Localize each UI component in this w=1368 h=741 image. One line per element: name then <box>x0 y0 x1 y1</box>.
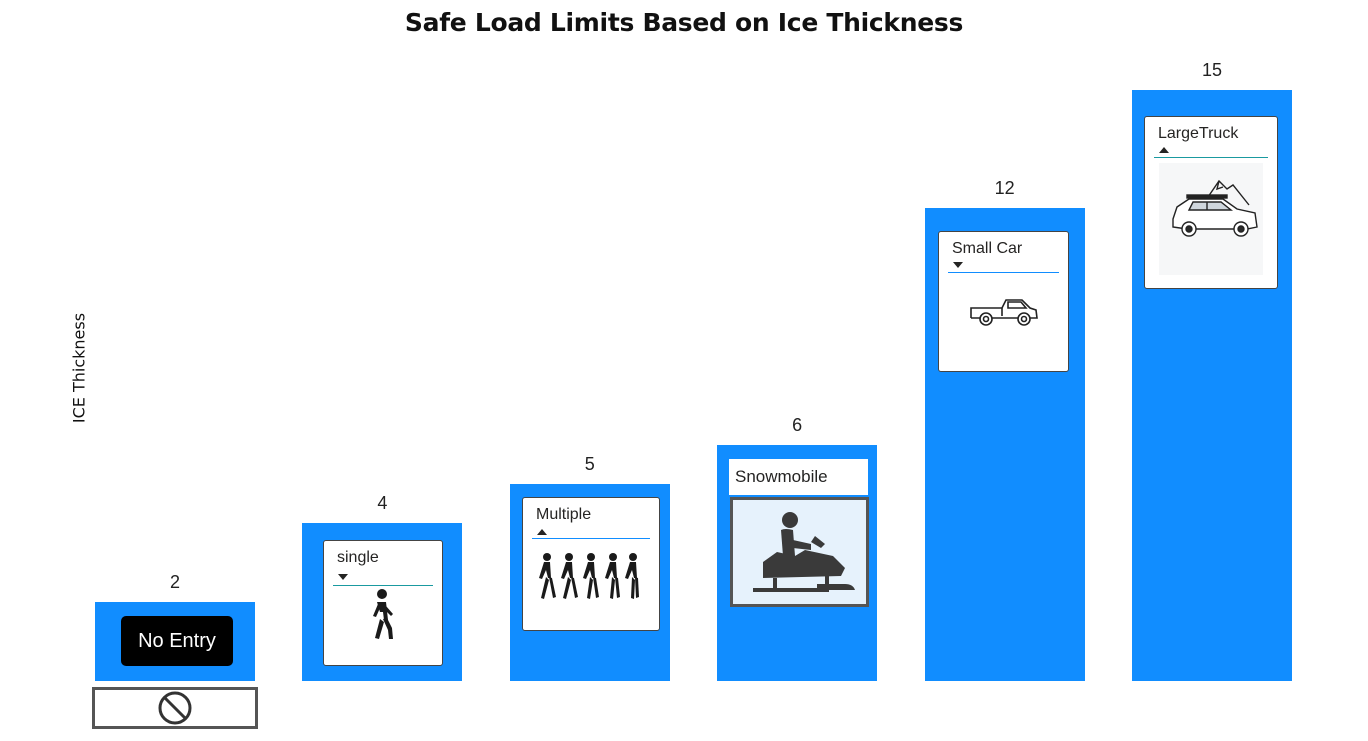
card-multiple-label: Multiple <box>536 506 592 523</box>
card-multiple[interactable]: Multiple <box>522 497 660 631</box>
data-label: 15 <box>1201 60 1223 80</box>
chevron-up-icon[interactable] <box>1159 147 1169 153</box>
snowmobile-image <box>730 497 869 607</box>
data-label: 6 <box>792 414 803 435</box>
group-walking-icon <box>539 553 639 599</box>
chevron-up-icon[interactable] <box>537 529 547 535</box>
card-single-label: single <box>337 549 379 566</box>
walking-person-icon <box>373 589 393 639</box>
snowmobile-icon <box>753 512 855 592</box>
card-divider <box>333 585 433 586</box>
card-divider <box>948 272 1059 273</box>
no-entry-button[interactable]: No Entry <box>121 616 233 666</box>
no-entry-icon <box>158 691 192 725</box>
pickup-truck-icon <box>970 299 1038 326</box>
chevron-down-icon[interactable] <box>953 262 963 268</box>
data-label: 5 <box>584 454 595 474</box>
chevron-down-icon[interactable] <box>338 574 348 580</box>
no-entry-icon-box <box>92 687 258 729</box>
data-label: 12 <box>994 178 1015 199</box>
card-large-truck[interactable]: LargeTruck <box>1144 116 1278 289</box>
card-divider <box>532 538 650 539</box>
card-single[interactable]: single <box>323 540 443 666</box>
data-label: 2 <box>169 572 180 593</box>
card-divider <box>1154 157 1268 158</box>
card-large-truck-label: LargeTruck <box>1158 125 1239 142</box>
suv-icon <box>1172 179 1258 237</box>
snowmobile-label[interactable]: Snowmobile <box>729 459 868 495</box>
chart-title: Safe Load Limits Based on Ice Thickness <box>404 8 964 37</box>
data-label: 4 <box>377 493 388 514</box>
y-axis-label: ICE Thickness <box>69 312 89 424</box>
card-small-car[interactable]: Small Car <box>938 231 1069 372</box>
card-small-car-label: Small Car <box>952 240 1023 257</box>
